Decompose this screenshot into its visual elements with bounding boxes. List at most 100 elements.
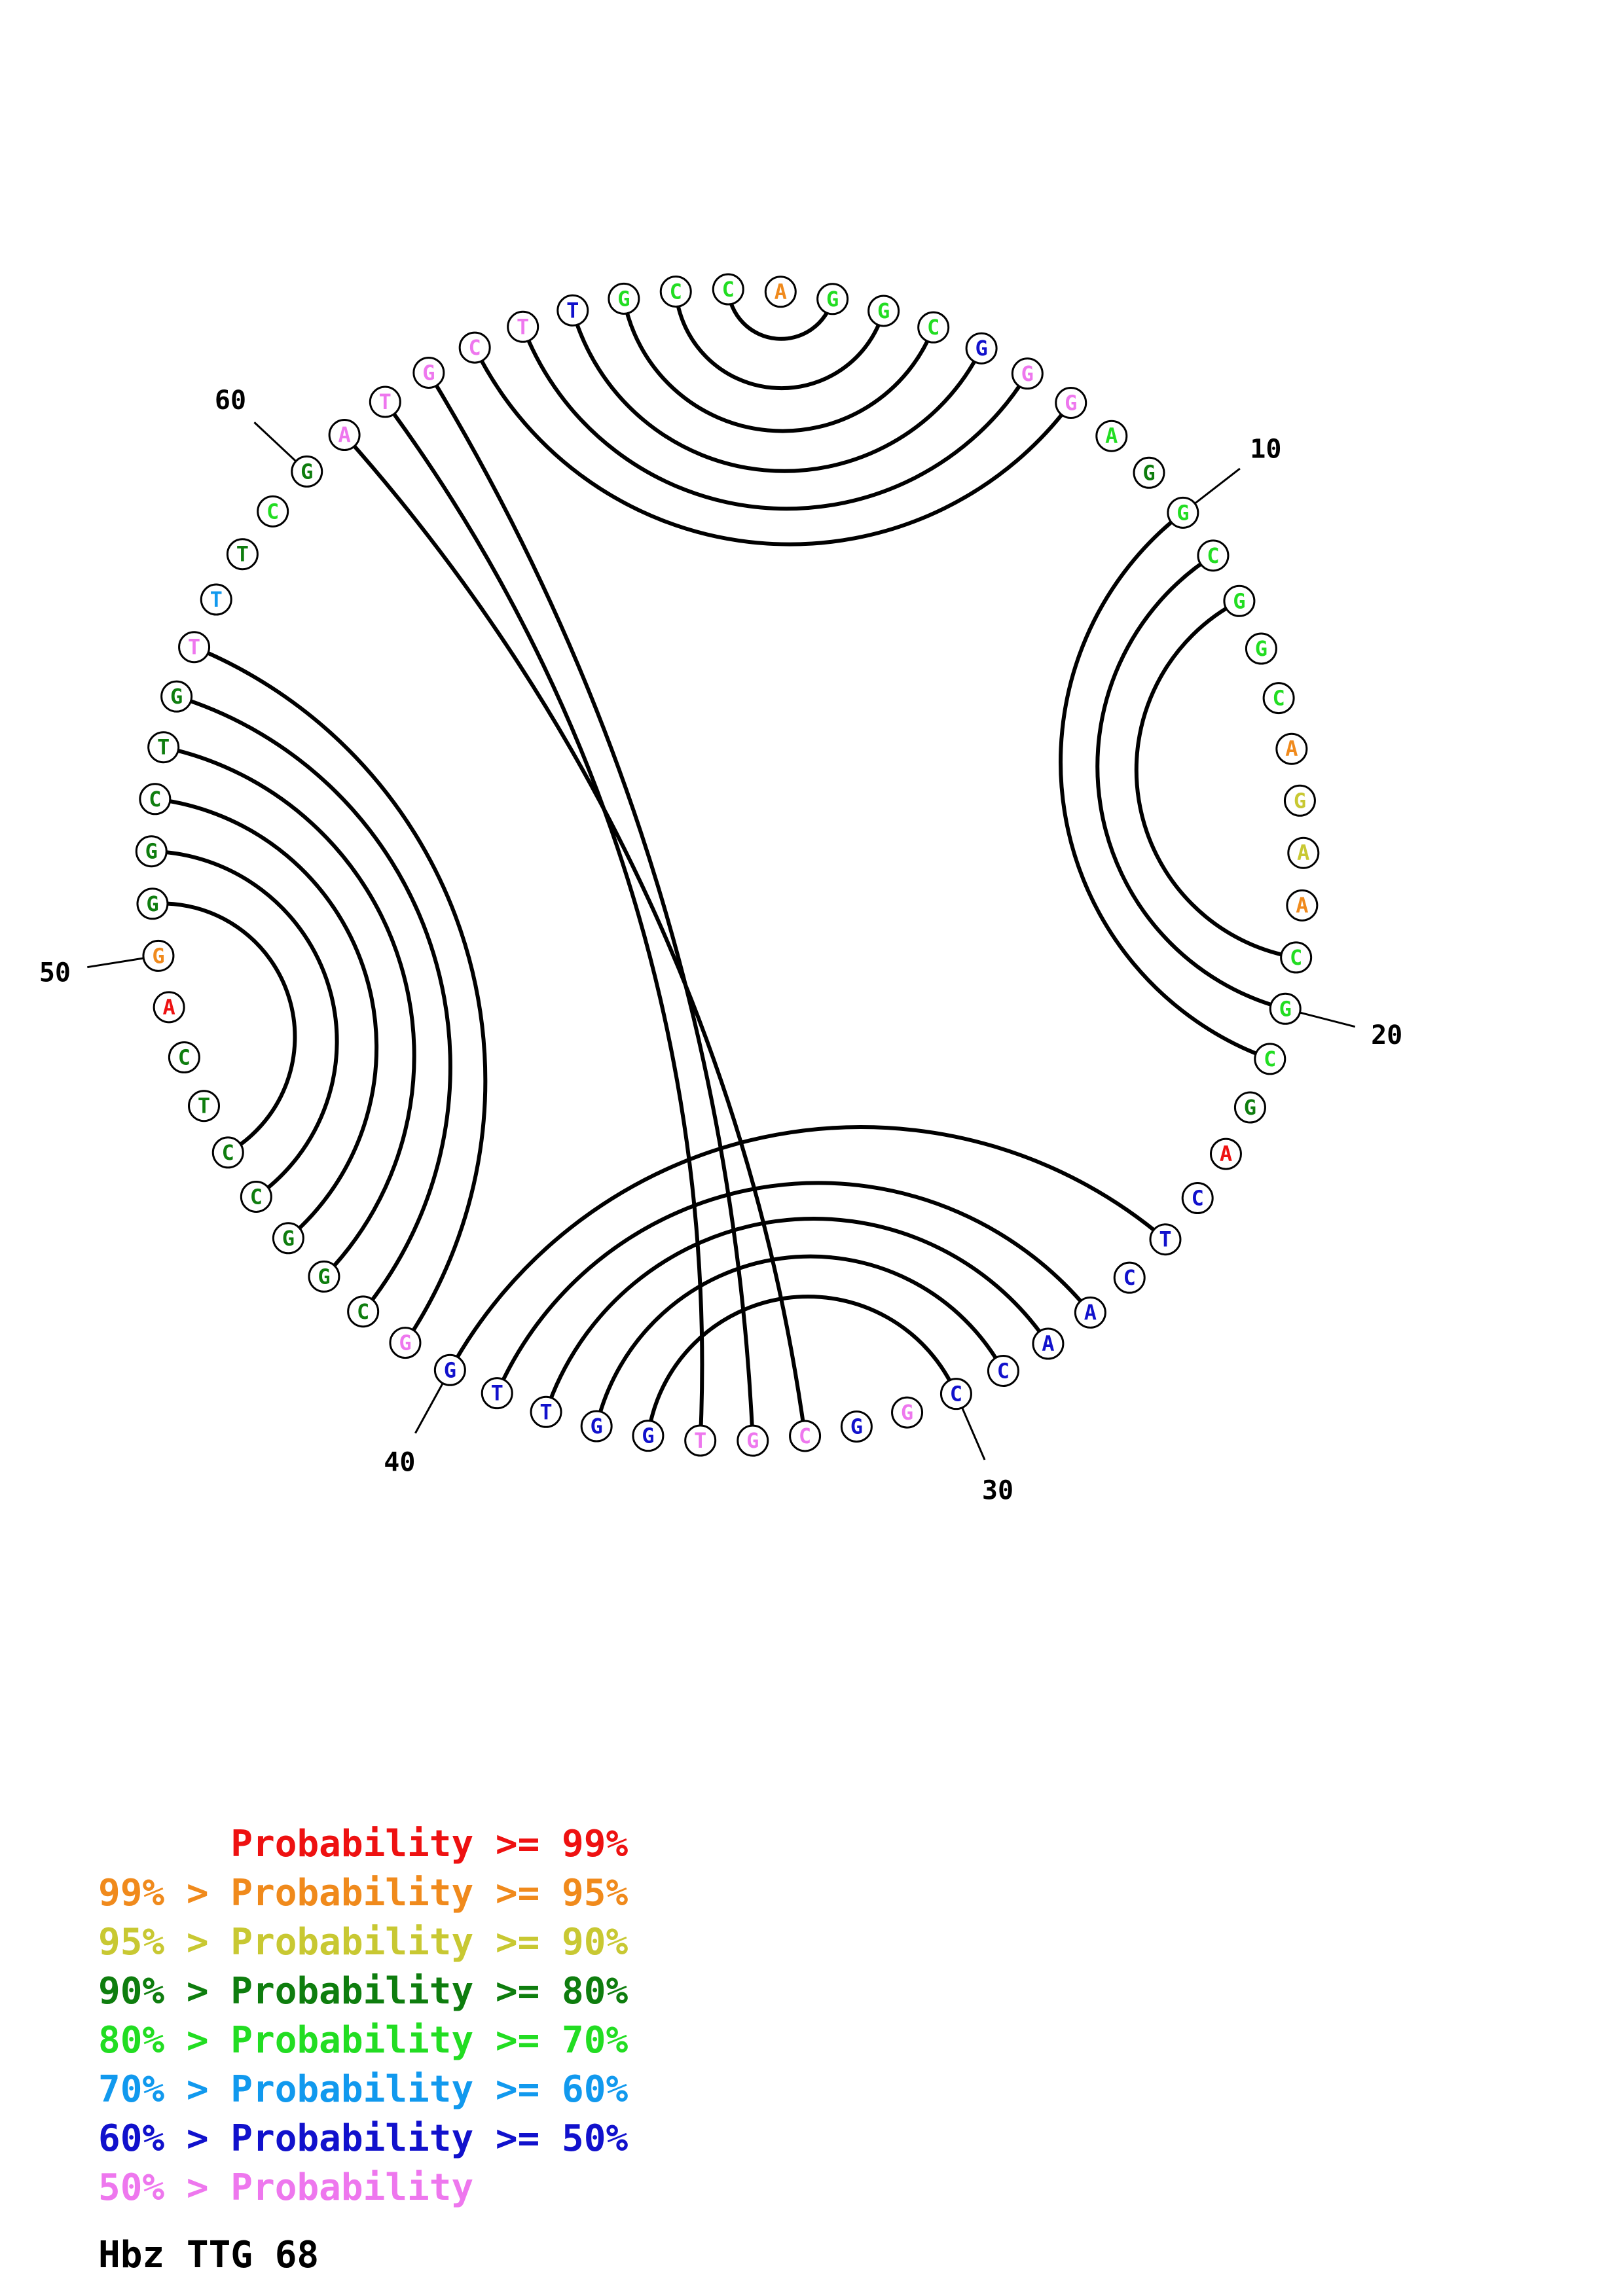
- base-letter: T: [566, 298, 579, 323]
- base-letter: C: [1272, 686, 1285, 711]
- base-circle: [1197, 539, 1230, 572]
- pair-arc-28-38: [544, 1217, 1050, 1413]
- base-letter: C: [266, 499, 279, 524]
- base-node-6: G: [1011, 357, 1044, 390]
- base-node-39: T: [481, 1377, 513, 1410]
- base-circle: [433, 1354, 466, 1386]
- base-letter: G: [422, 360, 435, 385]
- legend-text: Probability >= 70%: [230, 2019, 629, 2062]
- pair-arc-33-61: [342, 433, 807, 1437]
- base-circle: [389, 1327, 422, 1359]
- base-letter: G: [617, 286, 630, 311]
- base-circle: [458, 331, 491, 364]
- base-letter: G: [1279, 996, 1292, 1021]
- base-node-68: C: [659, 276, 692, 308]
- base-circle: [178, 631, 211, 664]
- legend-row-6: 60% > Probability >= 50%: [98, 2121, 628, 2157]
- base-node-1: A: [764, 276, 797, 308]
- pair-arc-27-39: [495, 1181, 1092, 1394]
- base-circle: [1167, 496, 1199, 529]
- base-letter: G: [975, 336, 987, 361]
- base-node-14: C: [1262, 682, 1295, 715]
- tick-line-20: [1300, 1011, 1356, 1028]
- base-circle: [1286, 889, 1319, 922]
- base-node-29: C: [987, 1355, 1019, 1388]
- legend-row-0: Probability >= 99%: [98, 1826, 628, 1863]
- base-letter: G: [318, 1264, 330, 1289]
- base-node-13: G: [1245, 632, 1277, 665]
- base-node-21: C: [1254, 1043, 1286, 1075]
- base-letter: T: [491, 1381, 503, 1406]
- pair-arc-6-65: [520, 326, 1029, 511]
- base-letter: G: [146, 891, 158, 916]
- base-node-58: T: [226, 538, 259, 571]
- base-node-59: C: [257, 495, 289, 528]
- legend-row-3: 90% > Probability >= 80%: [98, 1973, 628, 2010]
- base-node-44: G: [272, 1222, 304, 1255]
- legend-text: Probability >= 80%: [230, 1970, 629, 2013]
- base-letter: T: [157, 735, 170, 760]
- base-node-54: T: [147, 731, 180, 764]
- base-circle: [987, 1355, 1019, 1388]
- base-letter: G: [301, 459, 313, 484]
- legend-row-7: 50% > Probability: [98, 2170, 473, 2206]
- legend-prefix: 60% >: [98, 2117, 231, 2160]
- base-node-30: C: [939, 1378, 972, 1410]
- pair-arc-5-66: [570, 310, 983, 473]
- base-letter: T: [210, 587, 223, 612]
- base-node-17: A: [1287, 836, 1320, 869]
- legend-prefix: 99% >: [98, 1872, 231, 1914]
- base-letter: G: [1233, 588, 1245, 613]
- base-node-37: G: [580, 1410, 613, 1443]
- base-letter: C: [149, 787, 161, 812]
- legend-row-1: 99% > Probability >= 95%: [98, 1875, 628, 1912]
- base-circle: [272, 1222, 304, 1255]
- pair-arc-45-52: [151, 849, 339, 1198]
- base-letter: T: [188, 635, 200, 660]
- base-circle: [1223, 584, 1256, 617]
- pair-arc-10-21: [1059, 511, 1271, 1061]
- base-letter: C: [357, 1299, 369, 1324]
- base-circle: [712, 273, 744, 306]
- base-node-47: T: [188, 1090, 221, 1122]
- legend-prefix: 70% >: [98, 2068, 231, 2111]
- base-circle: [1209, 1138, 1242, 1170]
- base-circle: [142, 939, 175, 972]
- base-circle: [291, 455, 323, 488]
- tick-line-30: [961, 1407, 986, 1461]
- base-circle: [530, 1395, 562, 1428]
- base-circle: [764, 276, 797, 308]
- base-letter: G: [1244, 1095, 1256, 1120]
- base-node-15: A: [1275, 732, 1308, 765]
- legend-prefix: 90% >: [98, 1970, 231, 2013]
- base-letter: C: [927, 315, 939, 340]
- base-circle: [168, 1041, 200, 1073]
- structure-caption: Hbz TTG 68: [98, 2234, 319, 2276]
- base-node-49: A: [153, 991, 185, 1024]
- base-node-12: G: [1223, 584, 1256, 617]
- base-node-4: C: [917, 311, 950, 344]
- base-node-19: C: [1280, 941, 1313, 974]
- legend-text: Probability: [230, 2166, 474, 2209]
- base-letter: G: [591, 1414, 603, 1439]
- base-circle: [328, 419, 361, 452]
- tick-label-60: 60: [215, 386, 246, 416]
- pair-arc-2-69: [726, 289, 835, 341]
- base-node-2: G: [816, 283, 849, 315]
- base-node-65: T: [507, 310, 539, 343]
- pair-arc-43-54: [163, 745, 416, 1278]
- pair-arc-30-36: [646, 1294, 958, 1437]
- base-letter: C: [799, 1424, 811, 1448]
- base-node-40: G: [433, 1354, 466, 1386]
- base-circle: [1245, 632, 1277, 665]
- base-circle: [1149, 1223, 1182, 1256]
- base-circle: [1011, 357, 1044, 390]
- pair-arc-7-64: [473, 346, 1073, 547]
- base-letter: G: [145, 839, 158, 864]
- base-node-61: A: [328, 419, 361, 452]
- base-letter: C: [722, 277, 735, 302]
- base-letter: C: [469, 335, 481, 360]
- base-node-26: C: [1113, 1261, 1146, 1294]
- base-node-36: G: [632, 1420, 665, 1452]
